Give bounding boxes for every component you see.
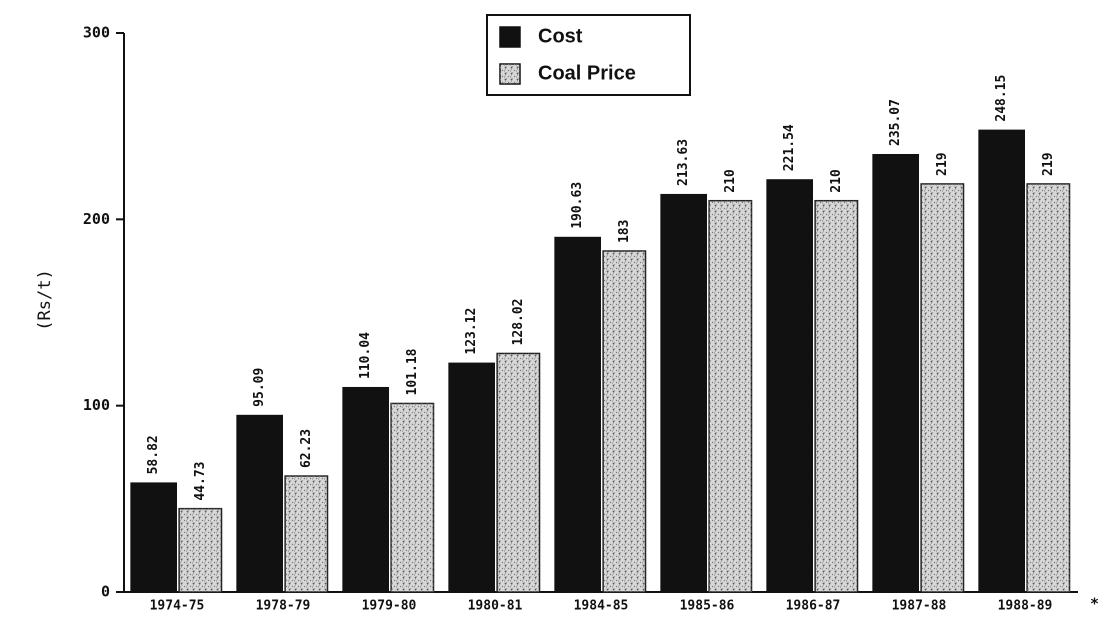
legend-swatch-texture (500, 64, 520, 84)
value-label: 221.54 (782, 124, 797, 171)
value-label: 123.12 (464, 308, 479, 355)
x-tick-label: 1979-80 (362, 599, 417, 614)
value-label: 213.63 (676, 139, 691, 186)
y-tick-label: 0 (101, 583, 110, 601)
bar-texture (179, 508, 222, 592)
legend-swatch (499, 26, 521, 48)
y-axis-title: (Rs/t) (35, 269, 55, 330)
x-tick-label: 1980-81 (468, 599, 523, 614)
x-tick-label: 1986-87 (786, 599, 841, 614)
annotation: * (1090, 595, 1099, 613)
value-label: 110.04 (358, 332, 373, 379)
x-tick-label: 1984-85 (574, 599, 629, 614)
bar-texture (497, 353, 540, 592)
bar (236, 414, 283, 592)
bar (766, 179, 813, 592)
value-label: 44.73 (193, 462, 208, 501)
bar-texture (285, 476, 328, 592)
bar (872, 153, 919, 592)
y-tick-label: 200 (83, 210, 110, 228)
x-tick-label: 1988-89 (998, 599, 1053, 614)
legend-label: Coal Price (538, 62, 636, 84)
value-label: 248.15 (994, 75, 1009, 122)
bar-texture (921, 183, 964, 592)
bar-texture (709, 200, 752, 592)
legend-box (486, 14, 691, 96)
legend-label: Cost (538, 25, 583, 47)
value-label: 210 (723, 169, 738, 193)
bar (448, 362, 495, 592)
y-tick-label: 100 (83, 396, 110, 414)
value-label: 62.23 (299, 429, 314, 468)
value-label: 95.09 (252, 368, 267, 407)
x-tick-label: 1974-75 (150, 599, 205, 614)
value-label: 58.82 (146, 435, 161, 474)
value-label: 101.18 (405, 348, 420, 395)
bar (342, 386, 389, 592)
x-tick-label: 1985-86 (680, 599, 735, 614)
bar (978, 129, 1025, 592)
value-label: 210 (829, 169, 844, 193)
x-tick-label: 1987-88 (892, 599, 947, 614)
value-label: 219 (1041, 152, 1056, 175)
bar-texture (391, 403, 434, 592)
value-label: 235.07 (888, 99, 903, 146)
value-label: 190.63 (570, 182, 585, 229)
value-label: 128.02 (511, 298, 526, 345)
legend: Cost Coal Price (486, 14, 691, 96)
bar-texture (815, 200, 858, 592)
y-tick-label: 300 (83, 24, 110, 42)
bar (554, 236, 601, 592)
bar-texture (603, 251, 646, 592)
bar (660, 193, 707, 592)
value-label: 183 (617, 220, 632, 243)
value-label: 219 (935, 152, 950, 175)
x-tick-label: 1978-79 (256, 599, 311, 614)
bar-texture (1027, 183, 1070, 592)
bar (130, 482, 177, 592)
